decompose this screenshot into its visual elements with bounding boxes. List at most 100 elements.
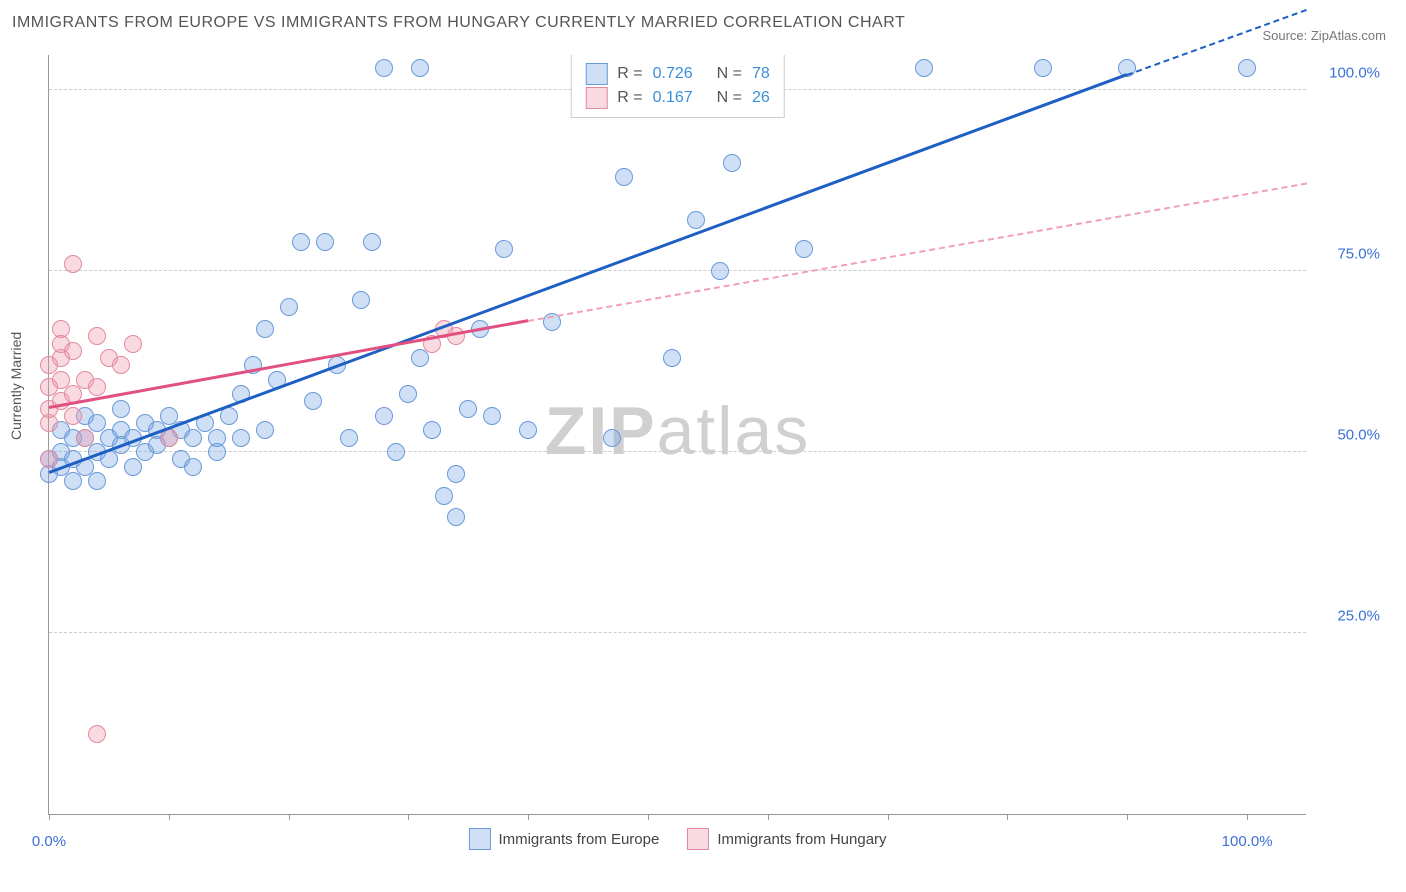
legend-swatch [687,828,709,850]
data-point [220,407,238,425]
data-point [447,508,465,526]
data-point [483,407,501,425]
r-label: R = [617,65,642,83]
data-point [112,400,130,418]
data-point [232,429,250,447]
n-value: 26 [752,89,770,107]
data-point [447,465,465,483]
trend-line [49,73,1128,473]
x-tick-label: 0.0% [32,833,66,850]
data-point [519,421,537,439]
data-point [124,458,142,476]
legend-swatch [468,828,490,850]
data-point [1238,59,1256,77]
watermark-bold: ZIP [545,393,657,469]
data-point [399,385,417,403]
chart-title: IMMIGRANTS FROM EUROPE VS IMMIGRANTS FRO… [12,14,905,32]
scatter-chart: ZIPatlas 25.0%50.0%75.0%100.0%0.0%100.0%… [48,55,1306,815]
data-point [76,429,94,447]
data-point [88,378,106,396]
legend-item: Immigrants from Europe [468,828,659,850]
y-tick-label: 50.0% [1316,427,1380,444]
legend-swatch [585,63,607,85]
x-tick [648,814,649,820]
data-point [795,240,813,258]
data-point [1034,59,1052,77]
data-point [184,429,202,447]
data-point [64,407,82,425]
data-point [88,327,106,345]
data-point [435,487,453,505]
x-tick [768,814,769,820]
data-point [411,59,429,77]
data-point [112,356,130,374]
gridline [49,270,1306,271]
y-tick-label: 25.0% [1316,608,1380,625]
x-tick-label: 100.0% [1222,833,1273,850]
source-label: Source: [1262,28,1310,43]
n-label: N = [717,65,742,83]
x-tick [888,814,889,820]
y-axis-label: Currently Married [8,332,24,440]
r-value: 0.167 [653,89,707,107]
data-point [915,59,933,77]
y-tick-label: 100.0% [1316,65,1380,82]
data-point [316,233,334,251]
x-tick [408,814,409,820]
data-point [423,421,441,439]
data-point [64,342,82,360]
data-point [495,240,513,258]
legend-label: Immigrants from Hungary [717,831,886,848]
legend-row: R = 0.726 N = 78 [585,63,769,85]
data-point [304,392,322,410]
data-point [352,291,370,309]
legend-swatch [585,87,607,109]
data-point [256,421,274,439]
legend-row: R = 0.167 N = 26 [585,87,769,109]
data-point [292,233,310,251]
legend-item: Immigrants from Hungary [687,828,886,850]
data-point [340,429,358,447]
legend-stats: R = 0.726 N = 78 R = 0.167 N = 26 [570,55,784,118]
x-tick [528,814,529,820]
x-tick [49,814,50,820]
data-point [375,407,393,425]
x-tick [1007,814,1008,820]
data-point [280,298,298,316]
data-point [459,400,477,418]
data-point [184,458,202,476]
legend-series: Immigrants from Europe Immigrants from Hu… [468,828,886,850]
watermark: ZIPatlas [545,392,810,470]
data-point [256,320,274,338]
data-point [375,59,393,77]
data-point [124,335,142,353]
watermark-light: atlas [657,393,811,469]
y-tick-label: 75.0% [1316,246,1380,263]
x-tick [1127,814,1128,820]
n-label: N = [717,89,742,107]
data-point [40,450,58,468]
data-point [387,443,405,461]
x-tick [1247,814,1248,820]
data-point [663,349,681,367]
data-point [64,255,82,273]
n-value: 78 [752,65,770,83]
data-point [603,429,621,447]
x-tick [169,814,170,820]
x-tick [289,814,290,820]
data-point [411,349,429,367]
source-attribution: Source: ZipAtlas.com [1262,28,1386,43]
source-value: ZipAtlas.com [1311,28,1386,43]
r-label: R = [617,89,642,107]
data-point [711,262,729,280]
legend-label: Immigrants from Europe [498,831,659,848]
data-point [208,443,226,461]
data-point [88,472,106,490]
gridline [49,451,1306,452]
r-value: 0.726 [653,65,707,83]
data-point [64,472,82,490]
data-point [723,154,741,172]
data-point [88,725,106,743]
data-point [363,233,381,251]
data-point [615,168,633,186]
